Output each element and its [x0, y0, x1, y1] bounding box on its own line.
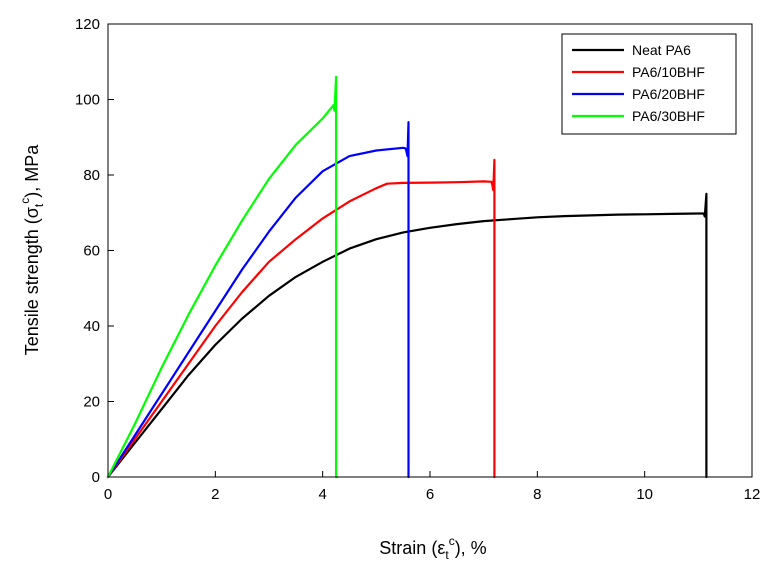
y-axis-label-main: Tensile strength (σ: [22, 207, 42, 355]
y-tick-label: 40: [83, 318, 100, 335]
x-tick-label: 12: [744, 486, 761, 503]
x-tick-label: 2: [211, 486, 219, 503]
y-tick-label: 60: [83, 243, 100, 260]
y-tick-label: 80: [83, 167, 100, 184]
y-tick-label: 0: [92, 469, 100, 486]
x-tick-label: 10: [636, 486, 653, 503]
series-layer: [106, 75, 708, 479]
x-tick-label: 8: [533, 486, 541, 503]
x-tick-label: 0: [104, 486, 112, 503]
series-line-2: [106, 158, 496, 479]
x-tick-label: 4: [318, 486, 326, 503]
x-axis-label-sub: t: [445, 548, 449, 562]
y-axis-label-sub: t: [32, 203, 46, 207]
legend-label: PA6/10BHF: [632, 64, 705, 80]
y-axis-label-tail: ), MPa: [22, 144, 42, 198]
y-axis-label-sup: c: [18, 198, 32, 204]
x-axis-label: Strain (εtc), %: [379, 534, 486, 562]
series-line-1: [106, 192, 708, 479]
y-tick-label: 100: [75, 92, 100, 109]
x-axis-label-main: Strain (ε: [379, 538, 445, 558]
y-tick-label: 20: [83, 394, 100, 411]
x-axis-label-tail: ), %: [455, 538, 487, 558]
legend-label: PA6/30BHF: [632, 108, 705, 124]
series-line-3: [106, 120, 410, 479]
series-line-4: [106, 75, 339, 479]
legend-label: Neat PA6: [632, 42, 691, 58]
legend: Neat PA6 PA6/10BHF PA6/20BHF PA6/30BHF: [561, 33, 737, 135]
y-axis-label: Tensile strength (σtc), MPa: [18, 144, 46, 356]
y-tick-label: 120: [75, 16, 100, 33]
x-tick-label: 6: [426, 486, 434, 503]
legend-label: PA6/20BHF: [632, 86, 705, 102]
y-axis-ticks: 0 20 40 60 80 100 120: [75, 16, 114, 486]
x-axis-label-sup: c: [449, 534, 455, 548]
x-axis-ticks: 0 2 4 6 8 10 12: [104, 471, 761, 503]
